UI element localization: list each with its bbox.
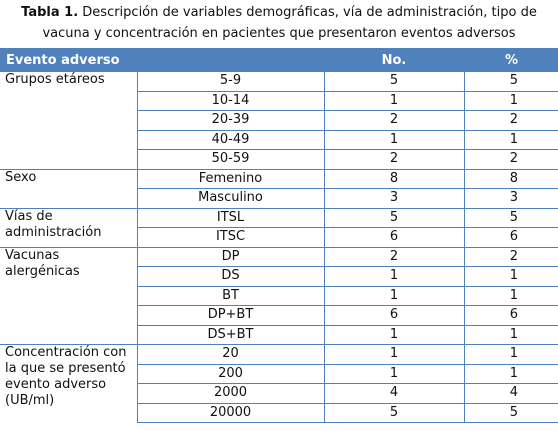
- group-label: Vías de administración: [0, 207, 138, 247]
- header-no: No.: [324, 48, 464, 72]
- category-cell: 5-9: [137, 72, 325, 91]
- category-cell: DP: [137, 246, 325, 267]
- table-row: 20000 5 5: [0, 402, 558, 423]
- category-cell: 2000: [137, 383, 325, 403]
- category-cell: 200: [137, 363, 325, 384]
- percent-cell: 1: [464, 344, 558, 364]
- table-row: ITSC 6 6: [0, 227, 558, 247]
- percent-cell: 1: [464, 90, 558, 111]
- category-cell: 50-59: [137, 149, 325, 169]
- table-body: Grupos etáreos 5-9 5 5 10-14 1 1 20-39 2 2 40-49 1 1…: [0, 72, 558, 423]
- count-cell: 2: [324, 149, 465, 169]
- table-header-row: Evento adverso No. %: [0, 48, 558, 72]
- count-cell: 1: [324, 90, 465, 111]
- category-cell: 40-49: [137, 129, 325, 150]
- percent-cell: 1: [464, 324, 558, 345]
- percent-cell: 2: [464, 110, 558, 130]
- percent-cell: 8: [464, 168, 558, 189]
- count-cell: 1: [324, 266, 465, 286]
- percent-cell: 1: [464, 266, 558, 286]
- percent-cell: 1: [464, 363, 558, 384]
- count-cell: 1: [324, 324, 465, 345]
- count-cell: 4: [324, 383, 465, 403]
- table-caption-line1: Descripción de variables demográficas, v…: [78, 5, 537, 20]
- table-row: Vacunas alergénicas DP 2 2: [0, 246, 558, 345]
- count-cell: 1: [324, 344, 465, 364]
- count-cell: 8: [324, 168, 465, 189]
- table-caption-line2: vacuna y concentración en pacientes que …: [42, 26, 516, 41]
- category-cell: DS+BT: [137, 324, 325, 345]
- table-row: 2000 4 4: [0, 383, 558, 403]
- percent-cell: 2: [464, 149, 558, 169]
- table-row: Sexo Femenino 8 8: [0, 168, 558, 208]
- adverse-events-table: Evento adverso No. % Grupos etáreos 5-9 5 5…: [0, 48, 558, 423]
- header-percent: %: [464, 48, 558, 72]
- percent-cell: 6: [464, 305, 558, 325]
- group-label: Grupos etáreos: [0, 72, 138, 169]
- count-cell: 3: [324, 188, 465, 208]
- category-cell: 20-39: [137, 110, 325, 130]
- count-cell: 5: [324, 402, 465, 423]
- count-cell: 6: [324, 227, 465, 247]
- category-cell: 20000: [137, 402, 325, 423]
- category-cell: ITSL: [137, 207, 325, 228]
- count-cell: 5: [324, 72, 465, 91]
- table-row: 200 1 1: [0, 363, 558, 384]
- percent-cell: 5: [464, 402, 558, 423]
- table-caption-label: Tabla 1.: [21, 5, 79, 20]
- table-row: 50-59 2 2: [0, 149, 558, 169]
- category-cell: ITSC: [137, 227, 325, 247]
- percent-cell: 2: [464, 246, 558, 267]
- table-row: BT 1 1: [0, 285, 558, 306]
- count-cell: 2: [324, 110, 465, 130]
- table-caption: Tabla 1. Descripción de variables demogr…: [0, 2, 558, 44]
- count-cell: 1: [324, 285, 465, 306]
- category-cell: BT: [137, 285, 325, 306]
- table-row: Concentración con la que se presentó eve…: [0, 344, 558, 423]
- table-row: DS 1 1: [0, 266, 558, 286]
- category-cell: 20: [137, 344, 325, 364]
- table-row: Vías de administración ITSL 5 5: [0, 207, 558, 247]
- count-cell: 6: [324, 305, 465, 325]
- percent-cell: 4: [464, 383, 558, 403]
- category-cell: Masculino: [137, 188, 325, 208]
- group-label: Sexo: [0, 168, 138, 208]
- table-row: Grupos etáreos 5-9 5 5: [0, 72, 558, 169]
- table-row: Masculino 3 3: [0, 188, 558, 208]
- percent-cell: 3: [464, 188, 558, 208]
- table-row: 10-14 1 1: [0, 90, 558, 111]
- count-cell: 2: [324, 246, 465, 267]
- percent-cell: 5: [509, 73, 518, 88]
- percent-cell: 1: [464, 285, 558, 306]
- count-cell: 5: [324, 207, 465, 228]
- table-row: DP+BT 6 6: [0, 305, 558, 325]
- table-row: 20-39 2 2: [0, 110, 558, 130]
- group-label: Concentración con la que se presentó eve…: [0, 344, 138, 423]
- header-evento-adverso: Evento adverso: [0, 48, 137, 72]
- category-cell: 10-14: [137, 90, 325, 111]
- table-row: 40-49 1 1: [0, 129, 558, 150]
- category-cell: DS: [137, 266, 325, 286]
- count-cell: 1: [324, 363, 465, 384]
- category-cell: Femenino: [137, 168, 325, 189]
- category-cell: DP+BT: [137, 305, 325, 325]
- percent-cell: 5: [464, 207, 558, 228]
- percent-cell: 1: [464, 129, 558, 150]
- count-cell: 1: [324, 129, 465, 150]
- group-label: Vacunas alergénicas: [0, 246, 138, 345]
- header-category: [137, 48, 324, 72]
- percent-cell: 6: [464, 227, 558, 247]
- table-row: DS+BT 1 1: [0, 324, 558, 345]
